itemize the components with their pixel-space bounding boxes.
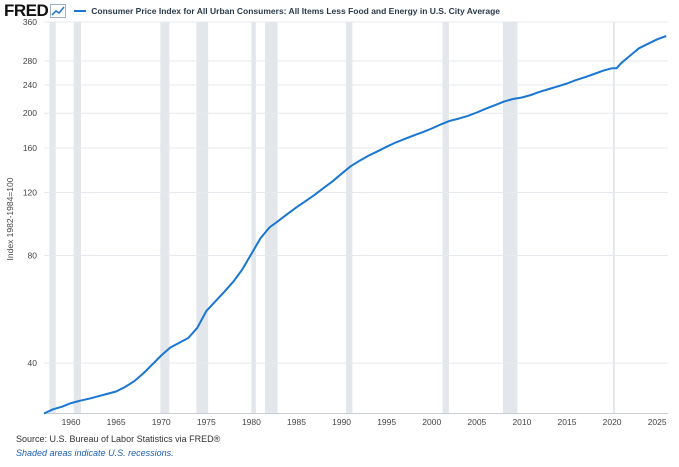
x-tick-label: 2025 bbox=[648, 417, 667, 427]
recession-bands bbox=[49, 22, 615, 413]
y-tick-label: 80 bbox=[28, 250, 38, 260]
x-tick-label: 2000 bbox=[422, 417, 441, 427]
y-tick-label: 40 bbox=[28, 358, 38, 368]
y-tick-label: 240 bbox=[23, 80, 37, 90]
x-tick-label: 2010 bbox=[512, 417, 531, 427]
y-tick-label: 200 bbox=[23, 108, 37, 118]
chart-header: FRED Consumer Price Index for All Urban … bbox=[4, 1, 501, 20]
x-tick-label: 1980 bbox=[242, 417, 261, 427]
y-axis-title: Index 1982-1984=100 bbox=[5, 177, 15, 260]
x-tick-label: 1985 bbox=[287, 417, 306, 427]
fred-logo[interactable]: FRED bbox=[4, 1, 49, 20]
recession-band bbox=[49, 22, 56, 413]
series-line[interactable] bbox=[43, 35, 667, 415]
y-tick-label: 160 bbox=[23, 143, 37, 153]
x-axis-ticks: 1960 1965 1970 1975 1980 1985 1990 1995 2000 2005… bbox=[62, 417, 667, 427]
chart-title[interactable]: Consumer Price Index for All Urban Consu… bbox=[91, 6, 501, 16]
x-tick-label: 1975 bbox=[197, 417, 216, 427]
recession-band bbox=[196, 22, 209, 413]
recession-band bbox=[612, 22, 615, 413]
line-chart-icon bbox=[50, 4, 67, 18]
recession-band bbox=[442, 22, 449, 413]
recession-band bbox=[160, 22, 170, 413]
y-tick-label: 280 bbox=[23, 56, 37, 66]
legend-swatch bbox=[74, 10, 87, 12]
recession-band bbox=[251, 22, 256, 413]
recession-band bbox=[264, 22, 278, 413]
x-tick-label: 1995 bbox=[377, 417, 396, 427]
x-tick-label: 2005 bbox=[467, 417, 486, 427]
x-tick-label: 1990 bbox=[332, 417, 351, 427]
recession-band bbox=[73, 22, 81, 413]
series-layer bbox=[43, 35, 667, 415]
x-tick-label: 1970 bbox=[152, 417, 171, 427]
x-tick-label: 2020 bbox=[603, 417, 622, 427]
y-axis-ticks: 40 80 120 160 200 240 280 360 bbox=[23, 17, 37, 368]
x-tick-label: 2015 bbox=[558, 417, 577, 427]
y-tick-label: 120 bbox=[23, 188, 37, 198]
recession-band bbox=[502, 22, 518, 413]
recession-band bbox=[346, 22, 353, 413]
y-tick-label: 360 bbox=[23, 17, 37, 27]
source-note: Source: U.S. Bureau of Labor Statistics … bbox=[16, 434, 221, 444]
x-tick-label: 1960 bbox=[62, 417, 81, 427]
recession-note: Shaded areas indicate U.S. recessions. bbox=[16, 448, 174, 458]
x-tick-label: 1965 bbox=[107, 417, 126, 427]
